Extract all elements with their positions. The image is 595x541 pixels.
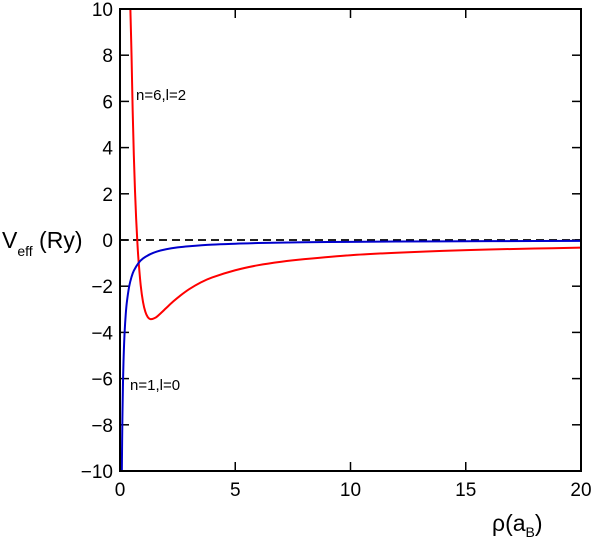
series-line-2: [120, 239, 581, 471]
x-axis-title: ρ(aB): [492, 510, 543, 540]
y-tick-label: 6: [102, 92, 113, 113]
series-layer: [120, 9, 581, 471]
x-tick-label: 10: [340, 480, 361, 501]
y-tick-label: 10: [92, 0, 113, 21]
series-label-1: n=6,l=2: [136, 87, 186, 104]
series-label-2: n=1,l=0: [130, 377, 180, 394]
y-axis-title: Veff (Ry): [2, 227, 82, 259]
y-tick-label: −8: [91, 416, 113, 437]
y-tick-label: −4: [91, 323, 113, 344]
x-tick-label: 0: [115, 480, 126, 501]
x-tick-label: 5: [230, 480, 241, 501]
plot-frame: [119, 8, 582, 472]
series-line-1: [129, 9, 581, 321]
y-tick-label: 0: [102, 231, 113, 252]
y-tick-label: −2: [91, 277, 113, 298]
x-tick-label: 20: [570, 480, 591, 501]
y-tick-label: −6: [91, 370, 113, 391]
series-annotations: n=6,l=2 n=1,l=0: [130, 87, 186, 394]
y-tick-label: −10: [81, 462, 113, 483]
y-tick-label: 2: [102, 185, 113, 206]
y-tick-label: 8: [102, 46, 113, 67]
x-tick-label: 15: [455, 480, 476, 501]
y-axis-ticks: −10 −8 −6 −4 −2 0 2 4 6 8 10: [81, 0, 581, 483]
y-tick-label: 4: [102, 139, 113, 160]
